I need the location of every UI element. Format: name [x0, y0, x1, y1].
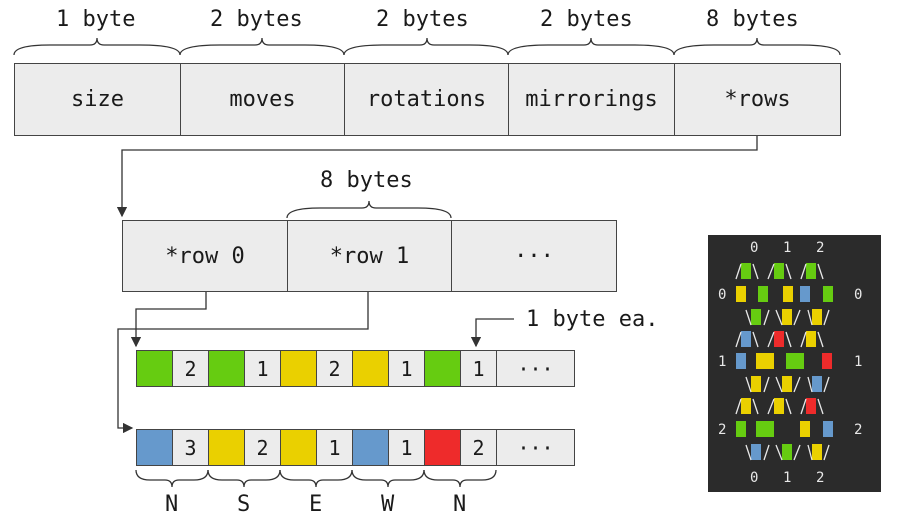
direction-label: N — [453, 492, 467, 517]
rows-array-size-label: 8 bytes — [320, 168, 413, 193]
tile-color-yellow — [280, 350, 317, 387]
field-moves: moves — [180, 63, 345, 136]
rows-pointer-arrow — [116, 135, 758, 218]
field-size: size — [14, 63, 181, 136]
byte-note-label: 1 byte ea. — [526, 307, 659, 332]
direction-label: E — [309, 492, 323, 517]
terminal-row-label-right: 2 — [854, 422, 863, 438]
brace-row1 — [286, 200, 452, 219]
tile-number: 2 — [244, 429, 281, 466]
size-label-moves: 2 bytes — [210, 7, 303, 32]
tile-number: 1 — [460, 350, 497, 387]
terminal-row-label-right: 1 — [854, 354, 863, 370]
brace-mirrorings — [507, 37, 675, 56]
tile-color-yellow — [208, 429, 245, 466]
size-label-rotations: 2 bytes — [376, 7, 469, 32]
tile-color-green — [424, 350, 461, 387]
terminal-grid-graphic — [735, 263, 833, 461]
brace-rows — [673, 37, 841, 56]
tile-number: 1 — [388, 429, 425, 466]
brace-rotations — [343, 37, 509, 56]
terminal-tile-preview: 0 1 2 0 1 2 0 1 2 0 1 2 — [708, 235, 881, 492]
tile-ellipsis: ··· — [496, 429, 575, 466]
tile-number: 2 — [460, 429, 497, 466]
terminal-row-label: 2 — [718, 422, 727, 438]
tile-color-red — [424, 429, 461, 466]
tile-ellipsis: ··· — [496, 350, 575, 387]
field-rotations: rotations — [344, 63, 509, 136]
direction-label: S — [237, 492, 251, 517]
tile-color-blue — [136, 429, 173, 466]
brace-E — [279, 469, 353, 488]
size-label-mirrorings: 2 bytes — [540, 7, 633, 32]
tile-color-blue — [352, 429, 389, 466]
row-pointer-ellipsis: ··· — [451, 220, 617, 292]
size-label-rows: 8 bytes — [706, 7, 799, 32]
row-pointer-1: *row 1 — [287, 220, 452, 292]
terminal-row-label-right: 0 — [854, 287, 863, 303]
tile-color-yellow — [352, 350, 389, 387]
direction-label: N — [165, 492, 179, 517]
brace-size — [13, 37, 181, 56]
field-rows: *rows — [674, 63, 841, 136]
tile-number: 2 — [172, 350, 209, 387]
field-mirrorings: mirrorings — [508, 63, 675, 136]
terminal-col-label-bottom: 0 — [750, 470, 759, 486]
terminal-col-label-bottom: 1 — [783, 470, 792, 486]
size-label-size: 1 byte — [56, 7, 136, 32]
tile-number: 1 — [244, 350, 281, 387]
brace-S — [207, 469, 281, 488]
tile-number: 3 — [172, 429, 209, 466]
tile-color-green — [136, 350, 173, 387]
brace-W — [351, 469, 425, 488]
brace-N1 — [135, 469, 209, 488]
terminal-col-label: 0 — [750, 240, 759, 256]
brace-moves — [179, 37, 345, 56]
terminal-col-label: 1 — [783, 240, 792, 256]
row-pointer-0: *row 0 — [122, 220, 288, 292]
row1-pointer-arrow — [117, 291, 369, 434]
tile-number: 1 — [388, 350, 425, 387]
terminal-row-label: 0 — [718, 287, 727, 303]
row0-pointer-arrow — [130, 291, 207, 348]
terminal-row-label: 1 — [718, 354, 727, 370]
byte-note-arrow — [470, 318, 514, 348]
direction-label: W — [381, 492, 395, 517]
brace-N2 — [423, 469, 497, 488]
terminal-col-label: 2 — [816, 240, 825, 256]
tile-color-green — [208, 350, 245, 387]
tile-number: 1 — [316, 429, 353, 466]
tile-number: 2 — [316, 350, 353, 387]
tile-color-yellow — [280, 429, 317, 466]
terminal-col-label-bottom: 2 — [816, 470, 825, 486]
